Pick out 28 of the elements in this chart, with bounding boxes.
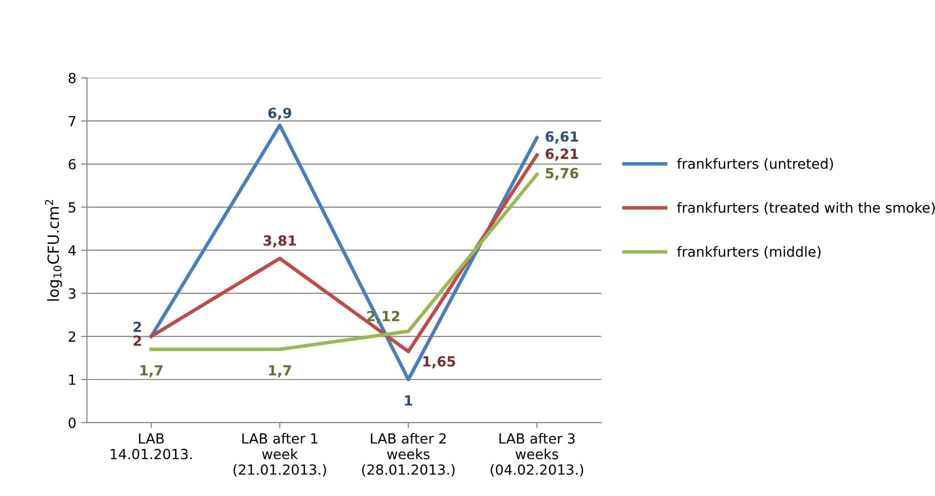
data-label: 3,81 [264, 235, 296, 248]
y-tick-label: 0 [68, 418, 76, 428]
legend-label: frankfurters (untreted) [677, 158, 833, 171]
x-tick-label: LAB after 1 week (21.01.2013.) [234, 433, 326, 476]
data-label: 1,65 [423, 356, 456, 368]
data-label: 1,7 [269, 365, 291, 378]
y-tick-label: 4 [68, 245, 76, 256]
data-label: 2 [134, 335, 141, 346]
data-label: 1 [405, 395, 412, 406]
data-label: 2 [134, 322, 141, 332]
x-tick-label: LAB 14.01.2013. [110, 433, 192, 460]
data-label: 6,61 [546, 131, 578, 144]
y-tick-label: 3 [68, 288, 76, 299]
y-tick-label: 8 [68, 72, 76, 84]
data-label: 6,9 [268, 108, 292, 120]
x-tick-label: LAB after 2 weeks (28.01.2013.) [362, 433, 455, 476]
x-tick-label: LAB after 3 weeks (04.02.2013.) [490, 433, 584, 476]
legend-label: frankfurters (treated with the smoke) [677, 202, 935, 215]
data-label: 1,7 [140, 365, 162, 378]
legend-label: frankfurters (middle) [677, 246, 821, 259]
data-label: 5,76 [546, 168, 578, 180]
y-tick-label: 2 [68, 331, 76, 342]
y-tick-label: 1 [69, 374, 76, 385]
y-tick-label: 5 [68, 202, 76, 213]
y-tick-label: 7 [68, 116, 76, 126]
y-tick-label: 6 [68, 159, 76, 170]
data-label: 6,21 [546, 148, 578, 161]
y-axis-title: log$_{10}$CFU.cm$^{2}$ [45, 200, 62, 301]
